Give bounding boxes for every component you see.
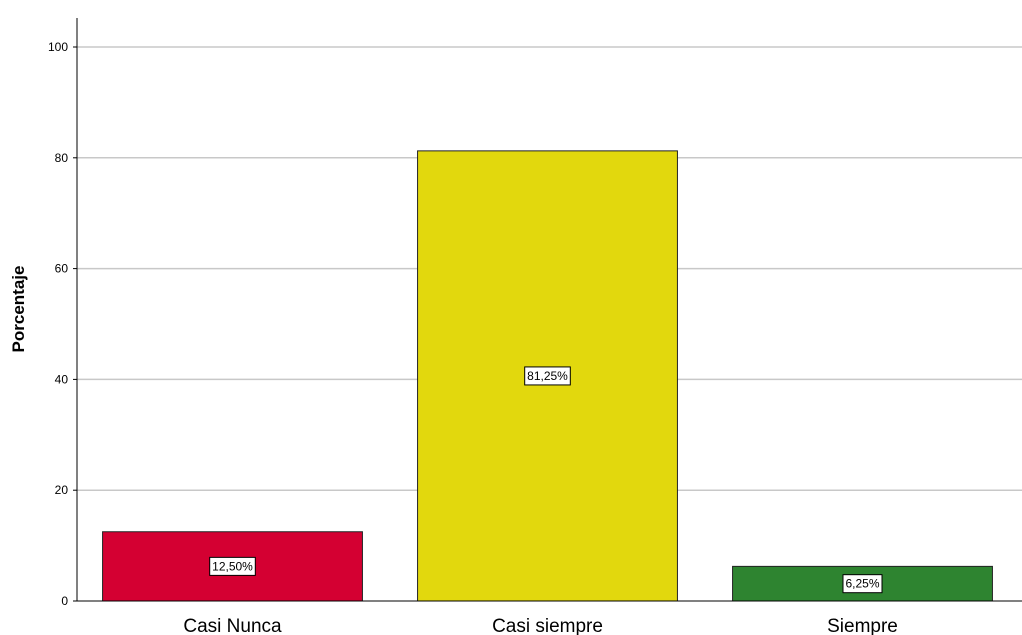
y-tick-label: 40 <box>55 372 69 386</box>
x-tick-labels: Casi Nunca Casi siempre Siempre <box>183 616 897 635</box>
data-label-box <box>842 574 883 594</box>
data-label: 81,25% <box>527 369 568 383</box>
data-label-box <box>209 556 256 576</box>
x-tick-label: Casi siempre <box>492 616 603 635</box>
data-labels: 12,50% 81,25% 6,25% <box>209 366 883 594</box>
x-tick-label: Casi Nunca <box>183 616 282 635</box>
y-tick-label: 100 <box>48 40 68 54</box>
y-tick-labels: 0 20 40 60 80 100 <box>48 40 77 608</box>
data-label: 12,50% <box>212 559 253 573</box>
y-tick-label: 0 <box>61 594 68 608</box>
axes <box>76 18 1022 602</box>
bars <box>102 150 993 602</box>
y-axis-title: Porcentaje <box>9 266 28 353</box>
data-label: 6,25% <box>845 577 879 591</box>
y-tick-label: 80 <box>55 151 69 165</box>
y-tick-label: 60 <box>55 262 69 276</box>
y-tick-label: 20 <box>55 483 69 497</box>
x-tick-label: Siempre <box>827 616 898 635</box>
data-label-box <box>524 366 571 386</box>
